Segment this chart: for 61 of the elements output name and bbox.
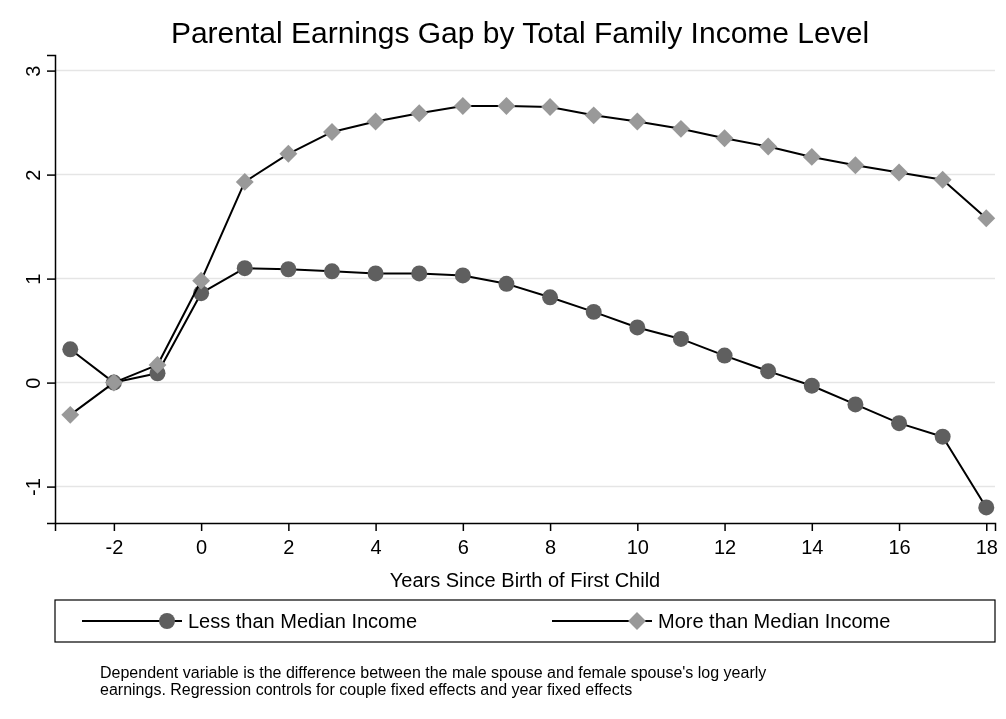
point [236,260,253,277]
point [847,396,864,413]
point [628,112,647,131]
point [366,112,385,131]
point [279,144,298,163]
point [585,303,602,320]
point [672,330,689,347]
x-tick-label: 0 [196,536,208,558]
point [760,363,777,380]
point [62,341,79,358]
point [977,209,996,228]
y-tick-label: 1 [22,273,44,285]
point [933,170,952,189]
point [498,275,515,292]
point [148,355,167,374]
point [629,319,646,336]
x-tick-label: 18 [975,536,998,558]
point [411,265,428,282]
x-tick-label: 2 [283,536,295,558]
point [235,172,254,191]
point [890,163,908,182]
y-tick-label: 3 [22,65,44,77]
point [716,347,733,364]
point [934,428,951,445]
point [846,156,865,175]
x-tick-label: 4 [370,536,382,558]
x-axis-title: Years Since Birth of First Child [389,569,661,591]
point [323,123,341,141]
chart-title: Parental Earnings Gap by Total Family Income Level [170,16,870,49]
x-tick-label: -2 [105,536,124,558]
point [324,263,340,280]
y-tick-label: -1 [22,478,44,496]
x-tick-label: 14 [801,536,824,558]
legend-label: Less than Median Income [188,610,418,632]
point [715,129,734,148]
point [672,119,690,138]
y-tick-label: 0 [22,377,44,389]
x-tick-label: 8 [545,536,557,558]
point [497,97,516,115]
point [891,415,908,432]
x-tick-label: 12 [713,536,737,558]
point [978,499,995,516]
text: Dependent variable is the difference between the male spouse and female spouse's log yearly earnings. Regression controls for couple fixed effects and year fixed effects [100,664,768,698]
point [453,97,472,115]
point [584,106,603,125]
y-tick-label: 2 [22,169,44,181]
point [410,104,429,123]
point [280,261,297,278]
x-tick-label: 16 [888,536,911,558]
point [367,265,384,282]
point [542,289,559,306]
x-tick-label: 6 [457,536,469,558]
x-tick-label: 10 [626,536,649,558]
point [802,147,821,166]
point [541,98,560,116]
point [454,267,471,284]
point [803,377,820,394]
legend-label: More than Median Income [658,610,891,632]
point [61,405,80,424]
point [192,271,211,290]
point [759,137,778,156]
